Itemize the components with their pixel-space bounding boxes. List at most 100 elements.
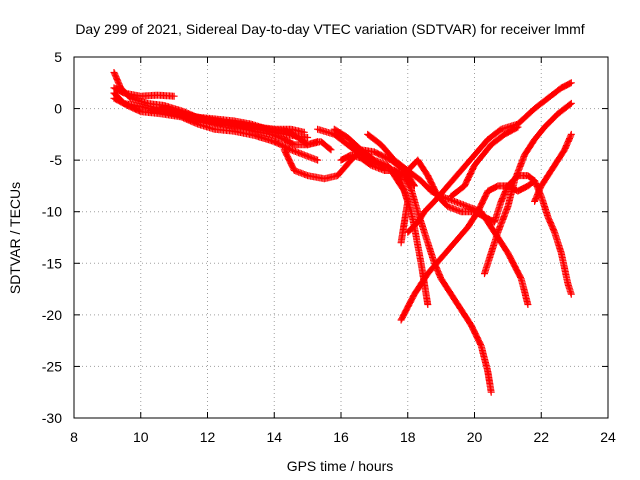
y-tick-label: -20	[42, 307, 62, 323]
track-segment-markers	[420, 199, 437, 216]
track-segment-markers	[477, 342, 491, 374]
track-segment-markers	[247, 120, 270, 133]
track-segment-markers	[153, 91, 178, 100]
track-segment-markers	[481, 250, 495, 278]
x-tick-label: 18	[400, 429, 416, 445]
y-tick-label: -10	[42, 204, 62, 220]
series-track-8	[314, 125, 495, 396]
track-segment-markers	[344, 141, 364, 158]
track-segment-markers	[404, 219, 421, 236]
track-segment-markers	[484, 183, 501, 195]
x-tick-label: 16	[333, 429, 349, 445]
track-segment-markers	[431, 183, 451, 205]
track-segment-markers	[497, 121, 520, 133]
track-segment-markers	[471, 142, 494, 169]
track-segment-markers	[344, 134, 364, 153]
track-segment-markers	[537, 192, 551, 219]
track-segment-markers	[461, 163, 478, 190]
track-segment-markers	[437, 275, 454, 297]
track-segment-markers	[123, 102, 143, 115]
track-segment-markers	[314, 125, 337, 138]
track-segment-markers	[400, 172, 414, 192]
track-segment-markers	[471, 137, 491, 159]
track-segment-markers	[407, 185, 421, 214]
track-segment-markers	[451, 224, 471, 247]
track-segment-markers	[250, 131, 277, 145]
track-segment-markers	[504, 178, 518, 211]
track-segment-markers	[444, 168, 464, 190]
y-tick-label: -5	[50, 152, 63, 168]
track-segment-markers	[110, 94, 130, 109]
track-segment-markers	[364, 130, 384, 148]
track-segment-markers	[397, 292, 418, 324]
track-segment-markers	[414, 156, 431, 178]
y-tick-label: -15	[42, 255, 62, 271]
track-segment-markers	[334, 157, 354, 180]
y-tick-label: 0	[54, 101, 62, 117]
track-segment-markers	[270, 138, 293, 153]
track-segment-markers	[370, 148, 394, 163]
track-segment-markers	[464, 209, 481, 231]
track-segment-markers	[484, 368, 495, 396]
track-segment-markers	[554, 99, 575, 118]
track-segment-markers	[390, 156, 410, 173]
track-segment-markers	[551, 228, 565, 255]
track-segment-markers	[330, 130, 350, 148]
series-track-16	[481, 99, 575, 278]
x-tick-label: 22	[533, 429, 549, 445]
track-segment-markers	[474, 189, 491, 216]
series-track-15	[447, 123, 522, 200]
x-tick-label: 14	[266, 429, 282, 445]
track-segment-markers	[194, 120, 217, 133]
track-segment-markers	[484, 126, 504, 143]
track-segment-markers	[541, 111, 561, 131]
x-tick-label: 10	[133, 429, 149, 445]
track-segment-markers	[554, 147, 568, 164]
track-segment-markers	[521, 137, 538, 159]
track-segment-markers	[390, 167, 404, 183]
track-segment-markers	[491, 199, 505, 226]
track-segment-markers	[544, 213, 558, 235]
track-segment-markers	[127, 94, 150, 107]
track-segment-markers	[304, 138, 322, 149]
track-segment-markers	[467, 321, 484, 348]
track-segment-markers	[330, 125, 350, 141]
track-segment-markers	[531, 124, 548, 143]
series-track-13	[397, 177, 539, 324]
y-axis-label: SDTVAR / TECUs	[7, 182, 23, 294]
track-segment-markers	[494, 204, 511, 236]
x-tick-label: 20	[467, 429, 483, 445]
track-segment-markers	[397, 177, 411, 204]
track-segment-markers	[424, 255, 444, 278]
series-track-2	[110, 94, 322, 164]
track-segment-markers	[547, 157, 561, 174]
track-segment-markers	[501, 123, 522, 138]
data-points	[110, 69, 575, 396]
track-segment-markers	[517, 275, 532, 308]
track-segment-markers	[487, 230, 501, 257]
track-segment-markers	[170, 108, 197, 120]
x-tick-label: 8	[70, 429, 78, 445]
y-tick-labels: -30 -25 -20 -15 -10 -5 0 5	[42, 49, 62, 426]
track-segment-markers	[410, 271, 431, 298]
series-track-10	[337, 151, 412, 247]
track-segment-markers	[447, 183, 467, 200]
track-segment-markers	[437, 240, 457, 262]
track-segment-markers	[487, 131, 507, 149]
track-segment-markers	[561, 130, 575, 154]
track-segment-markers	[557, 249, 572, 286]
track-segment-markers	[357, 146, 377, 163]
track-segment-markers	[457, 152, 477, 174]
track-segment-markers	[564, 280, 575, 298]
track-segment-markers	[300, 151, 322, 164]
track-segment-markers	[447, 290, 464, 312]
series-track-17	[531, 130, 575, 205]
track-segment-markers	[420, 228, 435, 255]
track-segment-markers	[287, 125, 308, 136]
track-segment-markers	[524, 177, 539, 190]
track-segment-markers	[414, 209, 428, 226]
track-segment-markers	[424, 172, 441, 199]
series-track-4	[110, 84, 178, 100]
track-segment-markers	[531, 183, 545, 205]
